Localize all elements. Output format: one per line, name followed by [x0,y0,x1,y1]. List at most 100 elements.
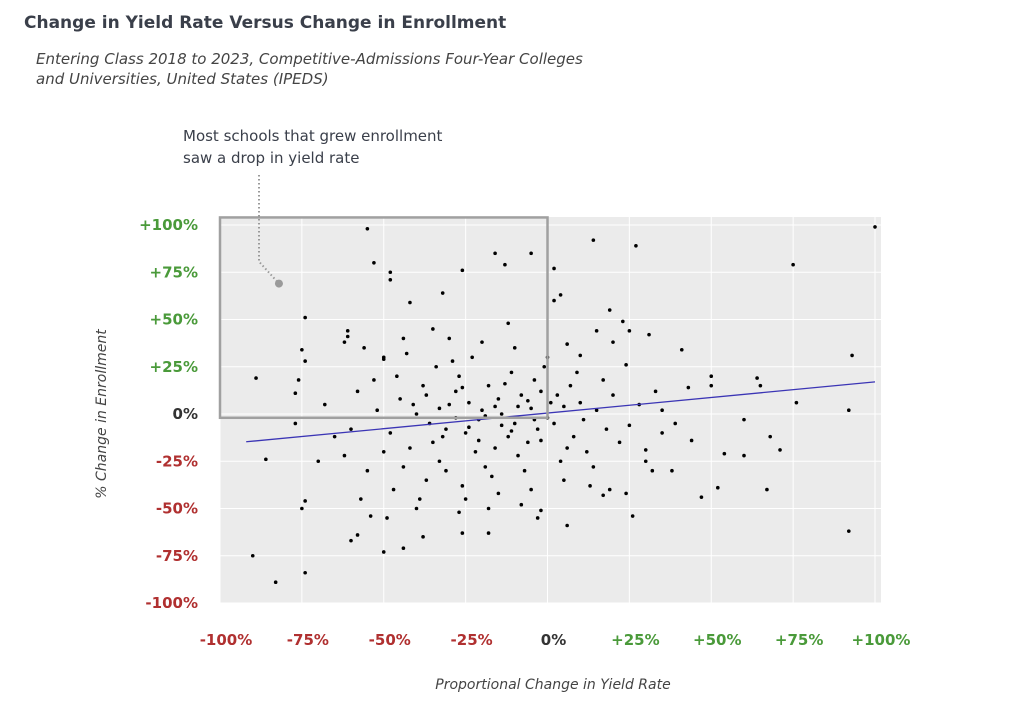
chart-subtitle-line-1: Entering Class 2018 to 2023, Competitive… [36,50,583,68]
data-point [506,321,511,326]
data-point [300,347,304,352]
data-point [660,431,664,435]
data-point [254,376,258,380]
data-point [388,270,393,275]
data-point [653,389,658,394]
data-point [447,336,452,341]
data-point [421,383,425,388]
data-point [401,465,406,469]
data-point [372,261,376,265]
data-point [447,402,452,407]
data-point [437,459,442,464]
data-point [414,506,419,511]
annotation-line-2: saw a drop in yield rate [183,149,359,167]
data-point [850,353,854,358]
data-point [388,431,393,435]
data-point [594,329,599,333]
data-point [342,340,347,344]
data-point [578,353,583,358]
data-point [486,531,491,535]
data-point [578,400,583,405]
data-point [359,497,363,501]
data-point [323,402,327,407]
data-point [643,459,648,464]
data-point [381,355,386,360]
data-point [558,293,563,297]
data-point [316,459,321,464]
data-point [300,506,304,511]
x-tick-label: -25% [451,631,493,649]
data-point [424,393,429,397]
y-tick-label: 0% [173,405,198,423]
data-point [512,346,517,350]
data-point [765,487,769,492]
data-point [345,334,350,339]
data-point [467,400,471,405]
data-point [624,363,628,367]
data-point [575,370,579,375]
data-point [404,351,409,356]
data-point [473,450,478,454]
data-point [496,491,501,496]
data-point [421,535,425,539]
data-point [742,417,746,422]
data-point [388,278,393,282]
data-point [496,397,501,401]
x-tick-label: +50% [693,631,741,649]
data-point [486,506,491,511]
data-point [401,546,406,550]
x-tick-label: -75% [287,631,329,649]
data-point [303,359,307,363]
data-point [581,417,586,422]
data-point [512,421,517,426]
y-tick-label: +75% [150,263,198,281]
data-point [303,315,307,320]
data-point [470,355,474,360]
data-point [529,487,533,492]
data-point [565,342,569,346]
data-point [372,378,376,382]
data-point [293,391,298,396]
data-point [460,385,465,390]
data-point [480,408,484,413]
y-axis-ticks: +100% +75% +50% +25% 0% -25% -50% -75% -100% [139,216,198,612]
data-point [440,434,445,439]
data-point [431,327,435,331]
data-point [362,346,366,350]
x-tick-label: +100% [852,631,911,649]
data-point [434,364,438,369]
data-point [565,523,569,528]
gridlines [219,217,881,604]
data-point [264,457,268,462]
data-point [273,580,278,585]
x-axis-label: Proportional Change in Yield Rate [435,677,670,693]
data-point [601,378,605,382]
data-point [555,393,560,397]
data-point [709,383,714,388]
data-point [627,423,632,428]
data-point [535,516,540,520]
data-point [539,389,543,394]
data-point [424,478,429,482]
data-point [539,508,543,513]
data-point [493,446,497,450]
data-point [342,453,347,458]
data-point [431,440,435,445]
data-point [679,347,684,352]
data-point [440,291,445,295]
data-point [529,406,533,411]
y-tick-label: +50% [150,311,198,329]
data-point [552,266,556,271]
data-point [591,465,596,469]
data-point [611,393,615,397]
chart-subtitle-line-2: and Universities, United States (IPEDS) [36,70,329,88]
data-point [607,487,612,492]
data-point [552,298,556,303]
data-point [571,434,576,439]
data-point [670,468,674,473]
data-point [499,412,504,416]
data-point [562,478,566,482]
data-point [490,474,494,479]
data-point [516,404,520,409]
data-point [303,570,307,575]
